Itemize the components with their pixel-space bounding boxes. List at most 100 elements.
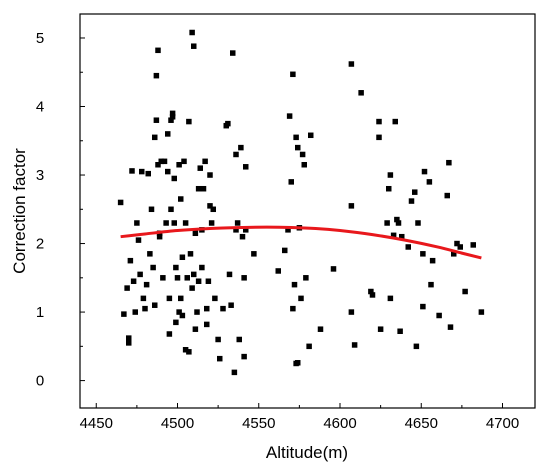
data-point [330,266,337,272]
data-point [171,175,177,182]
x-tick-label: 4600 [323,415,356,432]
data-point [303,275,309,281]
data-point [299,151,306,158]
data-point [291,281,298,288]
data-point [124,285,130,291]
data-point [451,251,457,257]
data-point [348,203,355,209]
data-point [408,198,415,204]
data-point [208,220,215,226]
data-point [182,347,189,353]
data-point [207,172,213,178]
data-point [394,216,400,223]
data-point [454,240,460,247]
data-point [191,43,197,49]
data-point [288,179,294,185]
data-point [377,326,384,332]
data-point [197,165,203,171]
data-point [173,319,179,326]
data-point [230,50,236,56]
data-point [182,220,189,226]
data-point [168,117,174,123]
y-tick-label: 2 [36,236,44,253]
data-point [137,271,143,278]
data-point [376,134,382,141]
data-point [191,271,197,278]
data-point [155,47,161,54]
data-point [189,29,195,36]
y-tick-label: 3 [36,167,44,184]
data-point [420,251,426,257]
data-point [217,355,223,362]
data-point [181,158,187,165]
data-point [156,233,163,240]
data-point [421,168,428,175]
data-point [140,295,147,302]
data-point [194,309,200,315]
data-point [165,168,171,175]
data-point [161,158,168,165]
data-point [369,292,376,298]
data-point [148,206,155,213]
data-point [143,281,150,288]
data-point [215,336,221,343]
data-point [282,247,288,254]
data-point [134,220,140,226]
data-point [348,61,355,67]
data-point [301,161,307,168]
data-point [169,114,176,120]
y-axis: 0 1 2 3 4 5 [36,30,85,390]
data-point [165,131,171,137]
x-axis: 4450 4500 4550 4600 4650 4700 [80,403,519,432]
data-point [176,161,182,168]
data-point [160,275,166,281]
x-tick-label: 4650 [405,415,438,432]
data-point [243,227,249,233]
data-point [150,264,156,271]
data-point [295,144,301,151]
data-point [239,233,246,240]
data-point [174,275,181,281]
scatter-series [117,29,485,376]
data-point [399,233,405,240]
data-point [179,254,186,261]
data-point [199,264,205,271]
data-point [446,159,452,166]
data-point [397,328,403,335]
data-point [187,251,194,257]
data-point [390,232,397,239]
data-point [308,132,314,139]
data-point [200,185,207,192]
x-tick-label: 4500 [161,415,194,432]
data-point [444,192,450,199]
data-point [290,305,296,312]
data-point [147,251,153,257]
data-point [152,134,158,141]
y-tick-label: 1 [36,304,44,321]
data-point [298,295,304,302]
data-point [145,170,151,177]
plot-frame [79,13,536,409]
data-point [135,237,142,243]
data-point [412,189,418,195]
data-point [241,275,247,281]
data-point [413,343,420,350]
data-point [205,278,212,284]
data-point [392,118,398,125]
data-point [241,353,247,360]
data-point [168,206,174,213]
data-point [436,312,442,319]
data-point [178,295,184,302]
data-point [176,309,182,315]
data-point [225,120,231,127]
data-point [386,185,392,192]
data-point [220,305,226,312]
data-point [226,271,233,278]
data-point [405,244,411,250]
data-point [171,220,177,226]
data-point [295,360,301,366]
data-point [117,199,124,206]
data-point [212,295,218,302]
data-point [306,343,312,350]
data-point [238,144,244,151]
